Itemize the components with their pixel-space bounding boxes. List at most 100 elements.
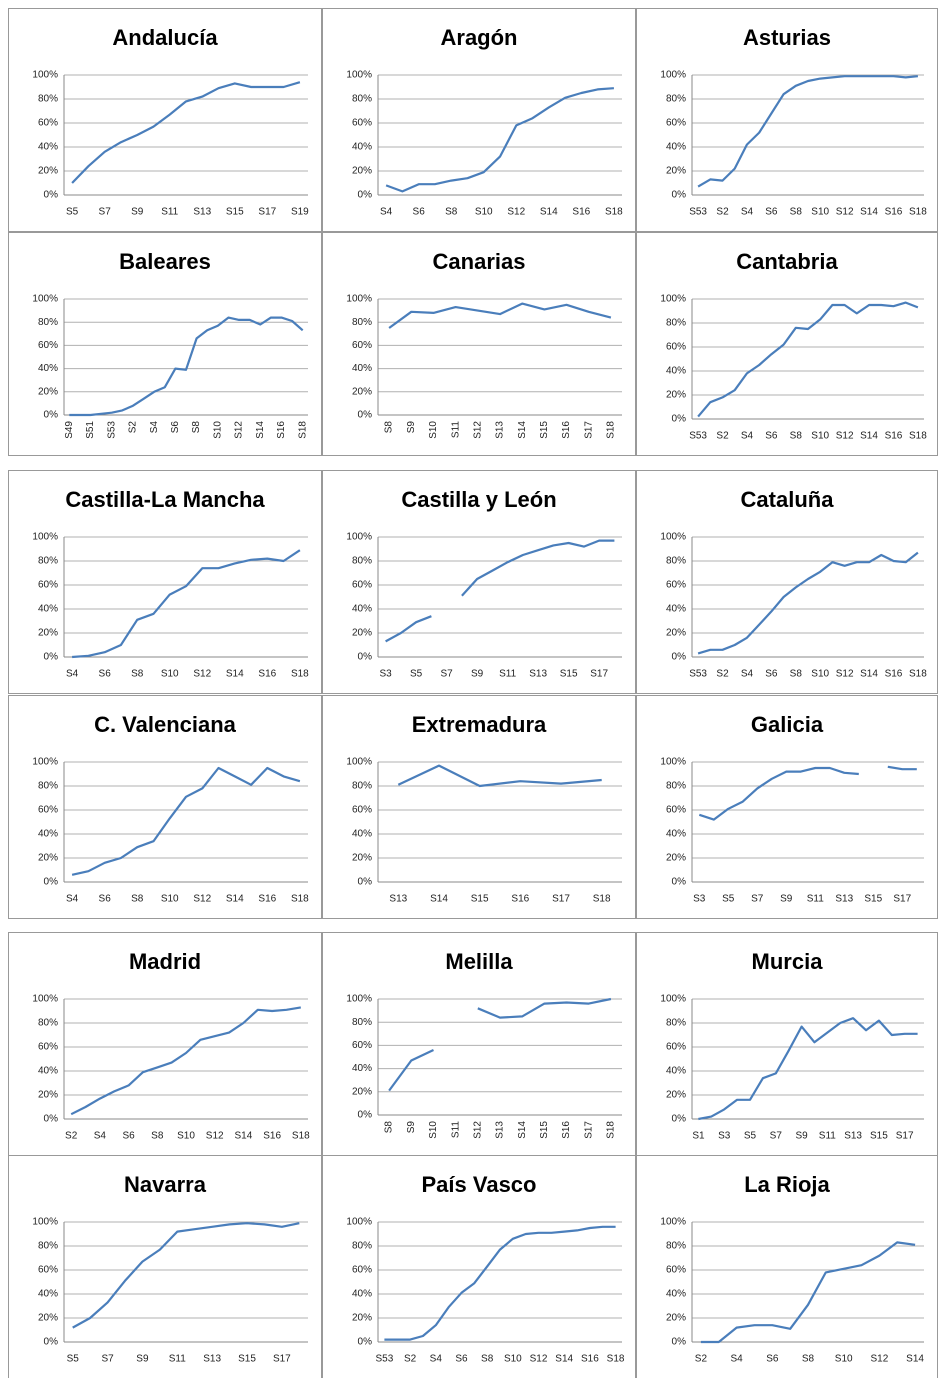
x-tick-label: S7 <box>751 894 764 905</box>
x-tick-label: S12 <box>472 421 483 439</box>
x-tick-label: S2 <box>404 1354 417 1365</box>
y-tick-label: 60% <box>38 340 58 351</box>
x-tick-label: S18 <box>606 1121 617 1139</box>
y-tick-label: 80% <box>38 317 58 328</box>
x-tick-label: S10 <box>811 669 829 680</box>
chart-title: Madrid <box>129 949 201 974</box>
x-tick-label: S6 <box>99 669 112 680</box>
x-tick-label: S1 <box>692 1131 705 1142</box>
y-tick-label: 100% <box>660 294 686 305</box>
x-tick-label: S8 <box>151 1131 164 1142</box>
y-tick-label: 60% <box>666 580 686 591</box>
x-tick-label: S49 <box>64 421 75 439</box>
y-tick-label: 20% <box>352 1086 372 1097</box>
x-tick-label: S17 <box>583 421 594 439</box>
x-tick-label: S17 <box>583 1121 594 1139</box>
panel <box>8 470 322 694</box>
x-tick-label: S53 <box>689 431 707 442</box>
panel <box>8 1155 322 1378</box>
y-tick-label: 80% <box>38 781 58 792</box>
data-line <box>384 1225 616 1341</box>
x-tick-label: S2 <box>716 669 729 680</box>
x-tick-label: S4 <box>149 421 160 434</box>
y-tick-label: 40% <box>666 1066 686 1077</box>
x-tick-label: S12 <box>836 207 854 218</box>
y-tick-label: 40% <box>352 1289 372 1300</box>
x-tick-label: S8 <box>131 894 144 905</box>
x-tick-label: S5 <box>410 669 423 680</box>
y-tick-label: 0% <box>358 410 373 421</box>
y-tick-label: 80% <box>38 556 58 567</box>
y-tick-label: 0% <box>44 190 59 201</box>
x-tick-label: S14 <box>255 421 266 439</box>
x-tick-label: S15 <box>471 894 489 905</box>
data-line <box>72 549 301 659</box>
x-tick-label: S4 <box>430 1354 443 1365</box>
y-tick-label: 100% <box>346 532 372 543</box>
x-tick-label: S7 <box>770 1131 783 1142</box>
x-tick-label: S6 <box>766 1354 779 1365</box>
x-tick-label: S14 <box>555 1354 573 1365</box>
x-tick-label: S17 <box>258 207 276 218</box>
chart-title: C. Valenciana <box>94 712 237 737</box>
x-tick-label: S14 <box>860 207 878 218</box>
panel <box>636 232 938 456</box>
x-tick-label: S9 <box>136 1354 149 1365</box>
y-tick-label: 80% <box>352 1017 372 1028</box>
y-tick-label: 60% <box>666 342 686 353</box>
y-tick-label: 40% <box>352 829 372 840</box>
panel <box>322 232 636 456</box>
y-tick-label: 60% <box>352 118 372 129</box>
x-tick-label: S18 <box>291 894 309 905</box>
y-tick-label: 40% <box>666 1289 686 1300</box>
x-tick-label: S18 <box>297 421 308 439</box>
chart-title: Castilla y León <box>401 487 556 512</box>
y-tick-label: 40% <box>38 1289 58 1300</box>
data-line <box>72 1222 300 1329</box>
chart-title: Baleares <box>119 249 211 274</box>
x-tick-label: S16 <box>581 1354 599 1365</box>
x-tick-label: S14 <box>235 1131 253 1142</box>
data-line <box>388 997 612 1092</box>
x-tick-label: S16 <box>258 669 276 680</box>
y-tick-label: 0% <box>672 414 687 425</box>
y-tick-label: 60% <box>666 1042 686 1053</box>
y-tick-label: 80% <box>666 318 686 329</box>
x-tick-label: S11 <box>450 1121 461 1138</box>
y-tick-label: 0% <box>44 410 59 421</box>
x-tick-label: S8 <box>790 669 803 680</box>
chart-title: Galicia <box>751 712 824 737</box>
x-tick-label: S2 <box>128 421 139 434</box>
chart-title: Asturias <box>743 25 831 50</box>
y-tick-label: 0% <box>672 190 687 201</box>
y-tick-label: 20% <box>38 628 58 639</box>
x-tick-label: S15 <box>539 421 550 439</box>
x-tick-label: S18 <box>909 207 927 218</box>
x-tick-label: S53 <box>106 421 117 439</box>
data-line <box>698 765 917 821</box>
x-tick-label: S9 <box>471 669 484 680</box>
x-tick-label: S11 <box>499 669 516 680</box>
y-tick-label: 20% <box>352 386 372 397</box>
x-tick-label: S12 <box>836 669 854 680</box>
y-tick-label: 40% <box>352 604 372 615</box>
x-tick-label: S10 <box>161 894 179 905</box>
panel <box>8 8 322 232</box>
x-tick-label: S13 <box>203 1354 221 1365</box>
x-tick-label: S10 <box>835 1354 853 1365</box>
x-tick-label: S18 <box>607 1354 625 1365</box>
x-tick-label: S10 <box>504 1354 522 1365</box>
y-tick-label: 60% <box>352 340 372 351</box>
x-tick-label: S11 <box>450 421 461 438</box>
data-line <box>385 539 615 643</box>
x-tick-label: S7 <box>99 207 112 218</box>
y-tick-label: 80% <box>666 556 686 567</box>
y-tick-label: 100% <box>32 70 58 81</box>
x-tick-label: S15 <box>560 669 578 680</box>
x-tick-label: S8 <box>191 421 202 434</box>
x-tick-label: S8 <box>384 421 395 434</box>
x-tick-label: S19 <box>291 207 309 218</box>
x-tick-label: S12 <box>507 207 525 218</box>
data-line <box>70 1006 301 1116</box>
